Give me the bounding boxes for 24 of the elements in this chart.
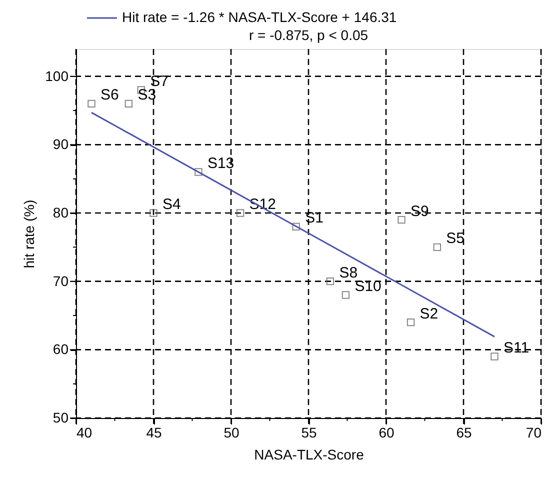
y-tick-label: 90	[52, 136, 69, 152]
x-tick-label: 65	[456, 424, 472, 440]
y-tick-label: 80	[52, 204, 69, 220]
x-tick-label: 70	[526, 424, 542, 440]
data-label: S9	[410, 202, 429, 220]
data-label: S5	[446, 230, 465, 248]
x-tick-label: 60	[378, 424, 394, 440]
data-label: S4	[162, 196, 181, 213]
y-axis-title: hit rate (%)	[21, 200, 38, 268]
y-tick-label: 60	[52, 341, 69, 358]
text: r = -0.875, p < 0.05	[248, 27, 368, 43]
y-tick-label: 70	[52, 272, 69, 289]
x-tick-label: 45	[146, 424, 162, 440]
x-axis-title: NASA-TLX-Score	[254, 446, 364, 462]
x-tick-label: 50	[224, 424, 240, 440]
data-label: S13	[207, 155, 234, 172]
data-label: S6	[100, 86, 119, 104]
y-tick-label: 100	[45, 68, 69, 84]
x-tick-label: 55	[301, 424, 317, 440]
data-label: S2	[420, 305, 438, 322]
legend-label: Hit rate = -1.26 * NASA-TLX-Score + 146.31	[122, 9, 397, 25]
y-tick-label: 50	[52, 410, 69, 426]
data-label: S8	[339, 264, 358, 282]
x-tick-label: 40	[76, 424, 92, 440]
